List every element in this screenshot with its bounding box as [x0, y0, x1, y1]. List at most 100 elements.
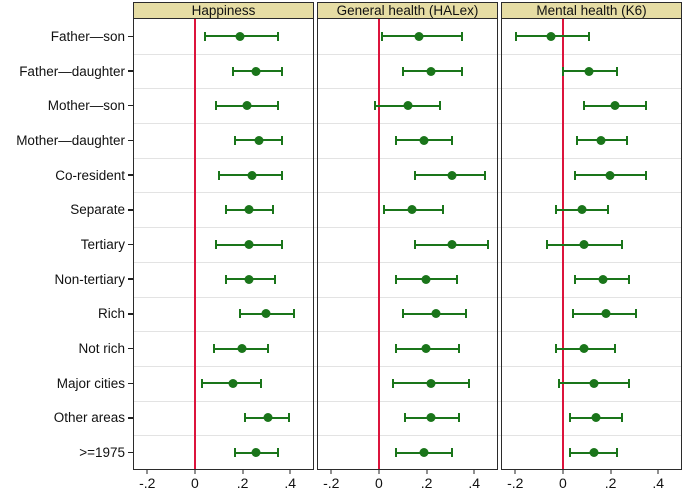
confidence-interval-cap	[545, 240, 548, 249]
panel-title: General health (HALex)	[336, 2, 479, 18]
point-estimate-marker	[419, 135, 429, 145]
x-axis-tick	[610, 470, 612, 474]
confidence-interval-cap	[458, 413, 461, 423]
y-axis-label-row: Rich	[0, 305, 133, 323]
point-estimate-marker	[598, 274, 608, 284]
confidence-interval-cap	[625, 135, 628, 145]
panel-plot-area	[133, 19, 314, 470]
confidence-interval-cap	[644, 101, 647, 111]
x-axis-tick	[330, 470, 332, 474]
row-separator-gridline	[133, 296, 682, 298]
row-separator-gridline	[133, 157, 682, 159]
confidence-interval-cap	[467, 378, 470, 388]
y-axis-label-row: Separate	[0, 201, 133, 219]
confidence-interval-cap	[260, 378, 263, 388]
y-axis-label-row: Tertiary	[0, 236, 133, 254]
category-label: Mother—daughter	[16, 132, 125, 148]
confidence-interval-cap	[441, 205, 444, 215]
confidence-interval-cap	[394, 135, 397, 145]
y-axis-label-row: Other areas	[0, 409, 133, 427]
confidence-interval-cap	[486, 240, 489, 249]
point-estimate-marker	[251, 448, 261, 458]
category-label: Co-resident	[55, 167, 125, 183]
confidence-interval-cap	[394, 274, 397, 284]
panel-title-bar: General health (HALex)	[317, 2, 498, 19]
point-estimate-marker	[579, 344, 589, 354]
confidence-interval-cap	[281, 66, 284, 76]
x-axis: -.2 0 .2 .4	[317, 470, 498, 491]
confidence-interval-cap	[201, 378, 204, 388]
y-axis-tick	[128, 347, 133, 350]
panel-general-health-halex: General health (HALex) -.2 0 .2 .4	[317, 2, 498, 491]
confidence-interval-cap	[281, 135, 284, 145]
confidence-interval-cap	[574, 274, 576, 284]
gridline-layer	[133, 19, 682, 470]
confidence-interval-cap	[413, 240, 416, 249]
point-estimate-marker	[244, 240, 254, 249]
confidence-interval-cap	[484, 170, 487, 180]
confidence-interval-cap	[234, 448, 237, 458]
point-estimate-marker	[431, 309, 441, 319]
y-axis-labels: Father—son Father—daughter Mother—son Mothe…	[0, 2, 133, 470]
point-estimate-marker	[403, 101, 412, 111]
confidence-interval-cap	[576, 135, 579, 145]
confidence-interval-cap	[234, 135, 237, 145]
y-axis-tick	[128, 139, 133, 142]
confidence-interval-cap	[203, 31, 206, 41]
category-label: Major cities	[56, 375, 125, 391]
category-label: Father—daughter	[19, 63, 125, 79]
panel-plot-area	[501, 19, 682, 470]
confidence-interval-cap	[621, 413, 624, 423]
confidence-interval-cap	[460, 66, 463, 76]
x-axis-tick	[378, 470, 380, 474]
y-axis-label-row: Mother—son	[0, 97, 133, 115]
confidence-interval-cap	[217, 170, 220, 180]
category-label: Father—son	[50, 28, 125, 44]
y-axis-tick	[128, 104, 133, 107]
x-axis-tick-label: .2	[604, 475, 617, 491]
point-estimate-marker	[584, 66, 594, 76]
confidence-interval-cap	[451, 135, 454, 145]
confidence-interval-cap	[281, 170, 284, 180]
x-axis: -.2 0 .2 .4	[501, 470, 682, 491]
confidence-interval-cap	[392, 378, 395, 388]
x-axis-tick-label: -.2	[507, 475, 524, 491]
point-estimate-marker	[419, 448, 429, 458]
row-separator-gridline	[133, 192, 682, 194]
category-label: Other areas	[53, 410, 125, 426]
x-axis-tick-label: -.2	[139, 475, 156, 491]
point-estimate-marker	[426, 66, 436, 76]
y-axis-tick	[128, 382, 133, 385]
panel-title-bar: Mental health (K6)	[501, 2, 682, 19]
confidence-interval-cap	[569, 448, 572, 458]
point-estimate-marker	[407, 205, 417, 215]
point-estimate-marker	[601, 309, 611, 319]
x-axis-tick	[194, 470, 196, 474]
row-separator-gridline	[133, 435, 682, 437]
category-label: >=1975	[79, 445, 125, 461]
category-label: Rich	[97, 306, 125, 322]
panel-happiness: Happiness -.2 0 .2 .4	[133, 2, 314, 491]
confidence-interval-cap	[281, 240, 284, 249]
confidence-interval-cap	[562, 66, 565, 76]
x-axis-tick-label: 0	[191, 475, 199, 491]
confidence-interval-cap	[276, 448, 279, 458]
y-axis-tick	[128, 278, 133, 280]
confidence-interval-cap	[413, 170, 416, 180]
confidence-interval-cap	[557, 378, 560, 388]
confidence-interval-cap	[276, 101, 279, 111]
zero-reference-line	[194, 19, 197, 469]
confidence-interval-cap	[215, 101, 218, 111]
point-estimate-marker	[610, 101, 620, 111]
point-estimate-marker	[421, 344, 431, 354]
point-estimate-marker	[251, 66, 261, 76]
x-axis-tick	[657, 470, 659, 474]
point-estimate-marker	[426, 413, 436, 423]
confidence-interval-cap	[439, 101, 442, 111]
panel-mental-health-k6: Mental health (K6) -.2 0 .2 .4	[501, 2, 682, 491]
point-estimate-marker	[596, 135, 606, 145]
confidence-interval-cap	[628, 274, 631, 284]
y-axis-label-row: Non-tertiary	[0, 270, 133, 288]
y-axis-tick	[128, 209, 133, 211]
